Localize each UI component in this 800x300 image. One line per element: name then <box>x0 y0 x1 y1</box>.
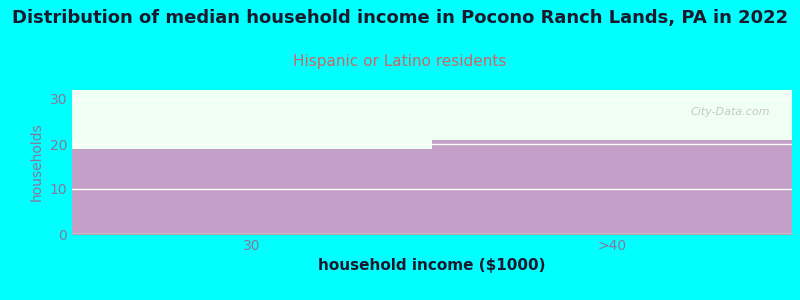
X-axis label: household income ($1000): household income ($1000) <box>318 258 546 273</box>
Bar <box>72 148 432 234</box>
Bar <box>432 140 792 234</box>
Text: Hispanic or Latino residents: Hispanic or Latino residents <box>294 54 506 69</box>
Y-axis label: households: households <box>30 123 44 201</box>
Text: Distribution of median household income in Pocono Ranch Lands, PA in 2022: Distribution of median household income … <box>12 9 788 27</box>
Text: City-Data.com: City-Data.com <box>691 107 770 117</box>
